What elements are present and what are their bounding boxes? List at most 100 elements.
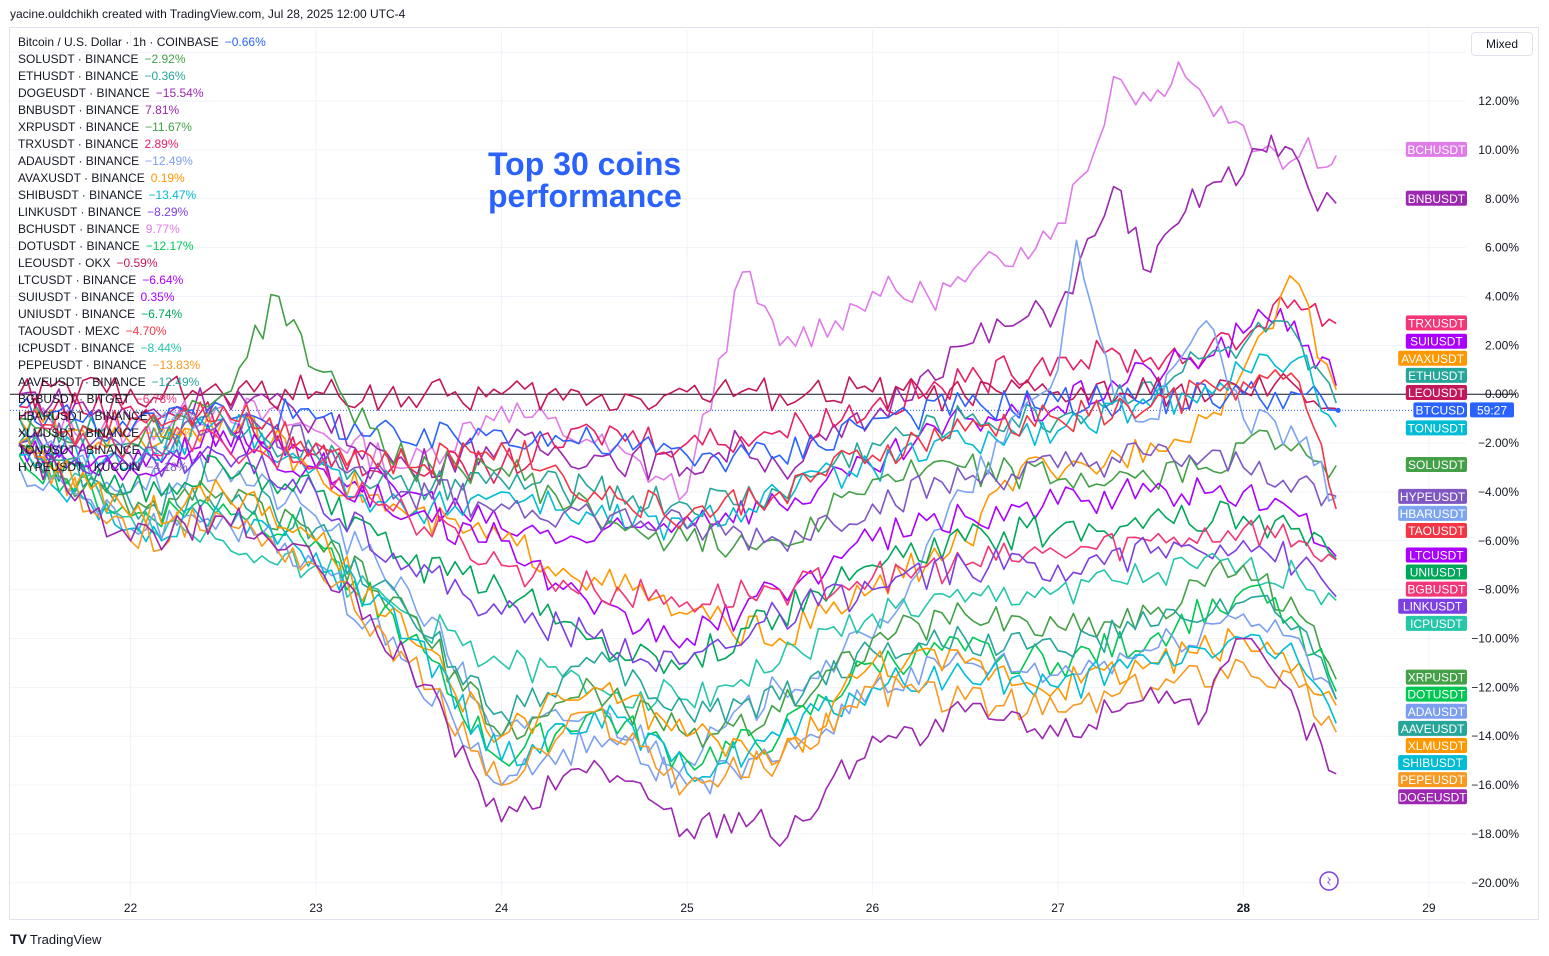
series-badge-label: TRXUSDT xyxy=(1408,316,1465,330)
legend-row[interactable]: UNIUSDT · BINANCE −6.74% xyxy=(18,306,266,323)
series-badge-label: BNBUSDT xyxy=(1408,192,1466,206)
series-badge-label: XRPUSDT xyxy=(1408,671,1466,685)
x-tick-label: 29 xyxy=(1422,901,1436,915)
legend-row[interactable]: SOLUSDT · BINANCE −2.92% xyxy=(18,51,266,68)
series-badge-bg xyxy=(1398,350,1467,366)
legend-row[interactable]: AAVEUSDT · BINANCE −12.49% xyxy=(18,374,266,391)
series-badge-label: SHIBUSDT xyxy=(1402,756,1463,770)
legend-row[interactable]: LEOUSDT · OKX −0.59% xyxy=(18,255,266,272)
y-tick-label: −8.00% xyxy=(1478,583,1519,597)
legend-row[interactable]: DOGEUSDT · BINANCE −15.54% xyxy=(18,85,266,102)
y-tick-label: 10.00% xyxy=(1478,143,1519,157)
legend-row[interactable]: DOTUSDT · BINANCE −12.17% xyxy=(18,238,266,255)
series-badge-suiusdt: SUIUSDT xyxy=(1405,333,1467,349)
series-badge-label: SUIUSDT xyxy=(1410,335,1463,349)
series-badge-label: AAVEUSDT xyxy=(1401,722,1465,736)
series-badge-bg xyxy=(1413,402,1467,418)
legend-row[interactable]: SHIBUSDT · BINANCE −13.47% xyxy=(18,187,266,204)
series-badge-bg xyxy=(1405,457,1467,473)
series-badge-label: XLMUSDT xyxy=(1408,739,1466,753)
y-tick-label: −10.00% xyxy=(1471,632,1519,646)
legend-row[interactable]: SUIUSDT · BINANCE 0.35% xyxy=(18,289,266,306)
legend-row[interactable]: HBARUSDT · BINANCE −4.22% xyxy=(18,408,266,425)
replay-icon[interactable] xyxy=(1319,871,1339,891)
legend-symbol: BNBUSDT · BINANCE xyxy=(18,103,140,117)
series-badge-bg xyxy=(1405,333,1467,349)
x-tick-label: 22 xyxy=(124,901,138,915)
legend-symbol: AVAXUSDT · BINANCE xyxy=(18,171,145,185)
chart-title-line-2: performance xyxy=(488,178,682,214)
series-badge-bg xyxy=(1405,564,1467,580)
legend-symbol: ETHUSDT · BINANCE xyxy=(18,69,139,83)
series-badge-solusdt: SOLUSDT xyxy=(1405,457,1467,473)
legend-row[interactable]: XLMUSDT · BINANCE −12.74% xyxy=(18,425,266,442)
scale-mode-button[interactable]: Mixed xyxy=(1471,32,1533,56)
legend-row[interactable]: TRXUSDT · BINANCE 2.89% xyxy=(18,136,266,153)
series-badge-label: TONUSDT xyxy=(1408,421,1466,435)
legend-row[interactable]: BCHUSDT · BINANCE 9.77% xyxy=(18,221,266,238)
legend-row[interactable]: ETHUSDT · BINANCE −0.36% xyxy=(18,68,266,85)
series-badge-ethusdt: ETHUSDT xyxy=(1405,367,1467,383)
legend-change: 9.77% xyxy=(145,222,180,236)
series-line-pepeusdt xyxy=(18,442,1337,796)
legend-row[interactable]: BGBUSDT · BITGET −6.78% xyxy=(18,391,266,408)
series-badge-bg xyxy=(1405,141,1467,157)
legend-row[interactable]: TAOUSDT · MEXC −4.70% xyxy=(18,323,266,340)
legend-symbol: LINKUSDT · BINANCE xyxy=(18,205,142,219)
series-badge-hypeusdt: HYPEUSDT xyxy=(1398,488,1467,504)
legend-symbol: LEOUSDT · OKX xyxy=(18,256,111,270)
series-line-bgbusdt xyxy=(18,410,1337,613)
series-line-ltcusdt xyxy=(18,428,1337,649)
legend-row[interactable]: XRPUSDT · BINANCE −11.67% xyxy=(18,119,266,136)
series-badge-label: DOGEUSDT xyxy=(1399,790,1468,804)
legend-row[interactable]: BNBUSDT · BINANCE 7.81% xyxy=(18,102,266,119)
timer-badge: 59:27 xyxy=(1470,402,1514,418)
series-badge-bg xyxy=(1405,523,1467,539)
legend-row[interactable]: ICPUSDT · BINANCE −8.44% xyxy=(18,340,266,357)
series-badge-uniusdt: UNIUSDT xyxy=(1405,564,1467,580)
legend-symbol: SUIUSDT · BINANCE xyxy=(18,290,135,304)
legend-change: −2.92% xyxy=(144,52,186,66)
series-badge-bg xyxy=(1405,315,1467,331)
legend-row[interactable]: LTCUSDT · BINANCE −6.64% xyxy=(18,272,266,289)
legend-row[interactable]: Bitcoin / U.S. Dollar · 1h · COINBASE −0.… xyxy=(18,34,266,51)
legend-symbol: TRXUSDT · BINANCE xyxy=(18,137,139,151)
tradingview-logo[interactable]: TV TradingView xyxy=(10,931,101,947)
series-badge-avaxusdt: AVAXUSDT xyxy=(1398,350,1467,366)
legend-change: −13.83% xyxy=(152,358,201,372)
legend-row[interactable]: PEPEUSDT · BINANCE −13.83% xyxy=(18,357,266,374)
tradingview-logo-text: TradingView xyxy=(29,931,102,947)
x-tick-label: 23 xyxy=(309,901,323,915)
series-line-xlmusdt xyxy=(18,436,1337,766)
series-line-taousdt xyxy=(18,368,1337,530)
series-badge-adausdt: ADAUSDT xyxy=(1405,703,1467,719)
x-tick-label: 26 xyxy=(866,901,880,915)
tradingview-logo-icon: TV xyxy=(10,931,27,947)
legend-change: 2.89% xyxy=(144,137,179,151)
legend-symbol: XRPUSDT · BINANCE xyxy=(18,120,140,134)
series-badge-label: LEOUSDT xyxy=(1408,386,1465,400)
series-line-avaxusdt xyxy=(18,274,1337,647)
legend-symbol: DOGEUSDT · BINANCE xyxy=(18,86,150,100)
legend-symbol: HYPEUSDT · KUCOIN xyxy=(18,460,141,474)
legend-change: −6.64% xyxy=(142,273,184,287)
legend-change: −1.34% xyxy=(145,443,187,457)
legend-row[interactable]: HYPEUSDT · KUCOIN −4.18% xyxy=(18,459,266,476)
series-badge-leousdt: LEOUSDT xyxy=(1405,384,1467,400)
legend-row[interactable]: LINKUSDT · BINANCE −8.29% xyxy=(18,204,266,221)
series-badge-label: PEPEUSDT xyxy=(1400,773,1465,787)
series-badge-bg xyxy=(1398,488,1467,504)
legend-change: −12.74% xyxy=(145,426,193,440)
legend-row[interactable]: AVAXUSDT · BINANCE 0.19% xyxy=(18,170,266,187)
series-badge-hbarusdt: HBARUSDT xyxy=(1398,505,1467,521)
legend-symbol: SHIBUSDT · BINANCE xyxy=(18,188,143,202)
y-tick-label: −18.00% xyxy=(1471,827,1519,841)
series-line-bnbusdt xyxy=(19,134,1337,481)
legend-row[interactable]: TONUSDT · BINANCE −1.34% xyxy=(18,442,266,459)
series-line-hypeusdt xyxy=(18,411,1337,553)
x-tick-label: 24 xyxy=(495,901,509,915)
series-badge-dotusdt: DOTUSDT xyxy=(1405,686,1467,702)
legend-symbol: SOLUSDT · BINANCE xyxy=(18,52,139,66)
legend-row[interactable]: ADAUSDT · BINANCE −12.49% xyxy=(18,153,266,170)
